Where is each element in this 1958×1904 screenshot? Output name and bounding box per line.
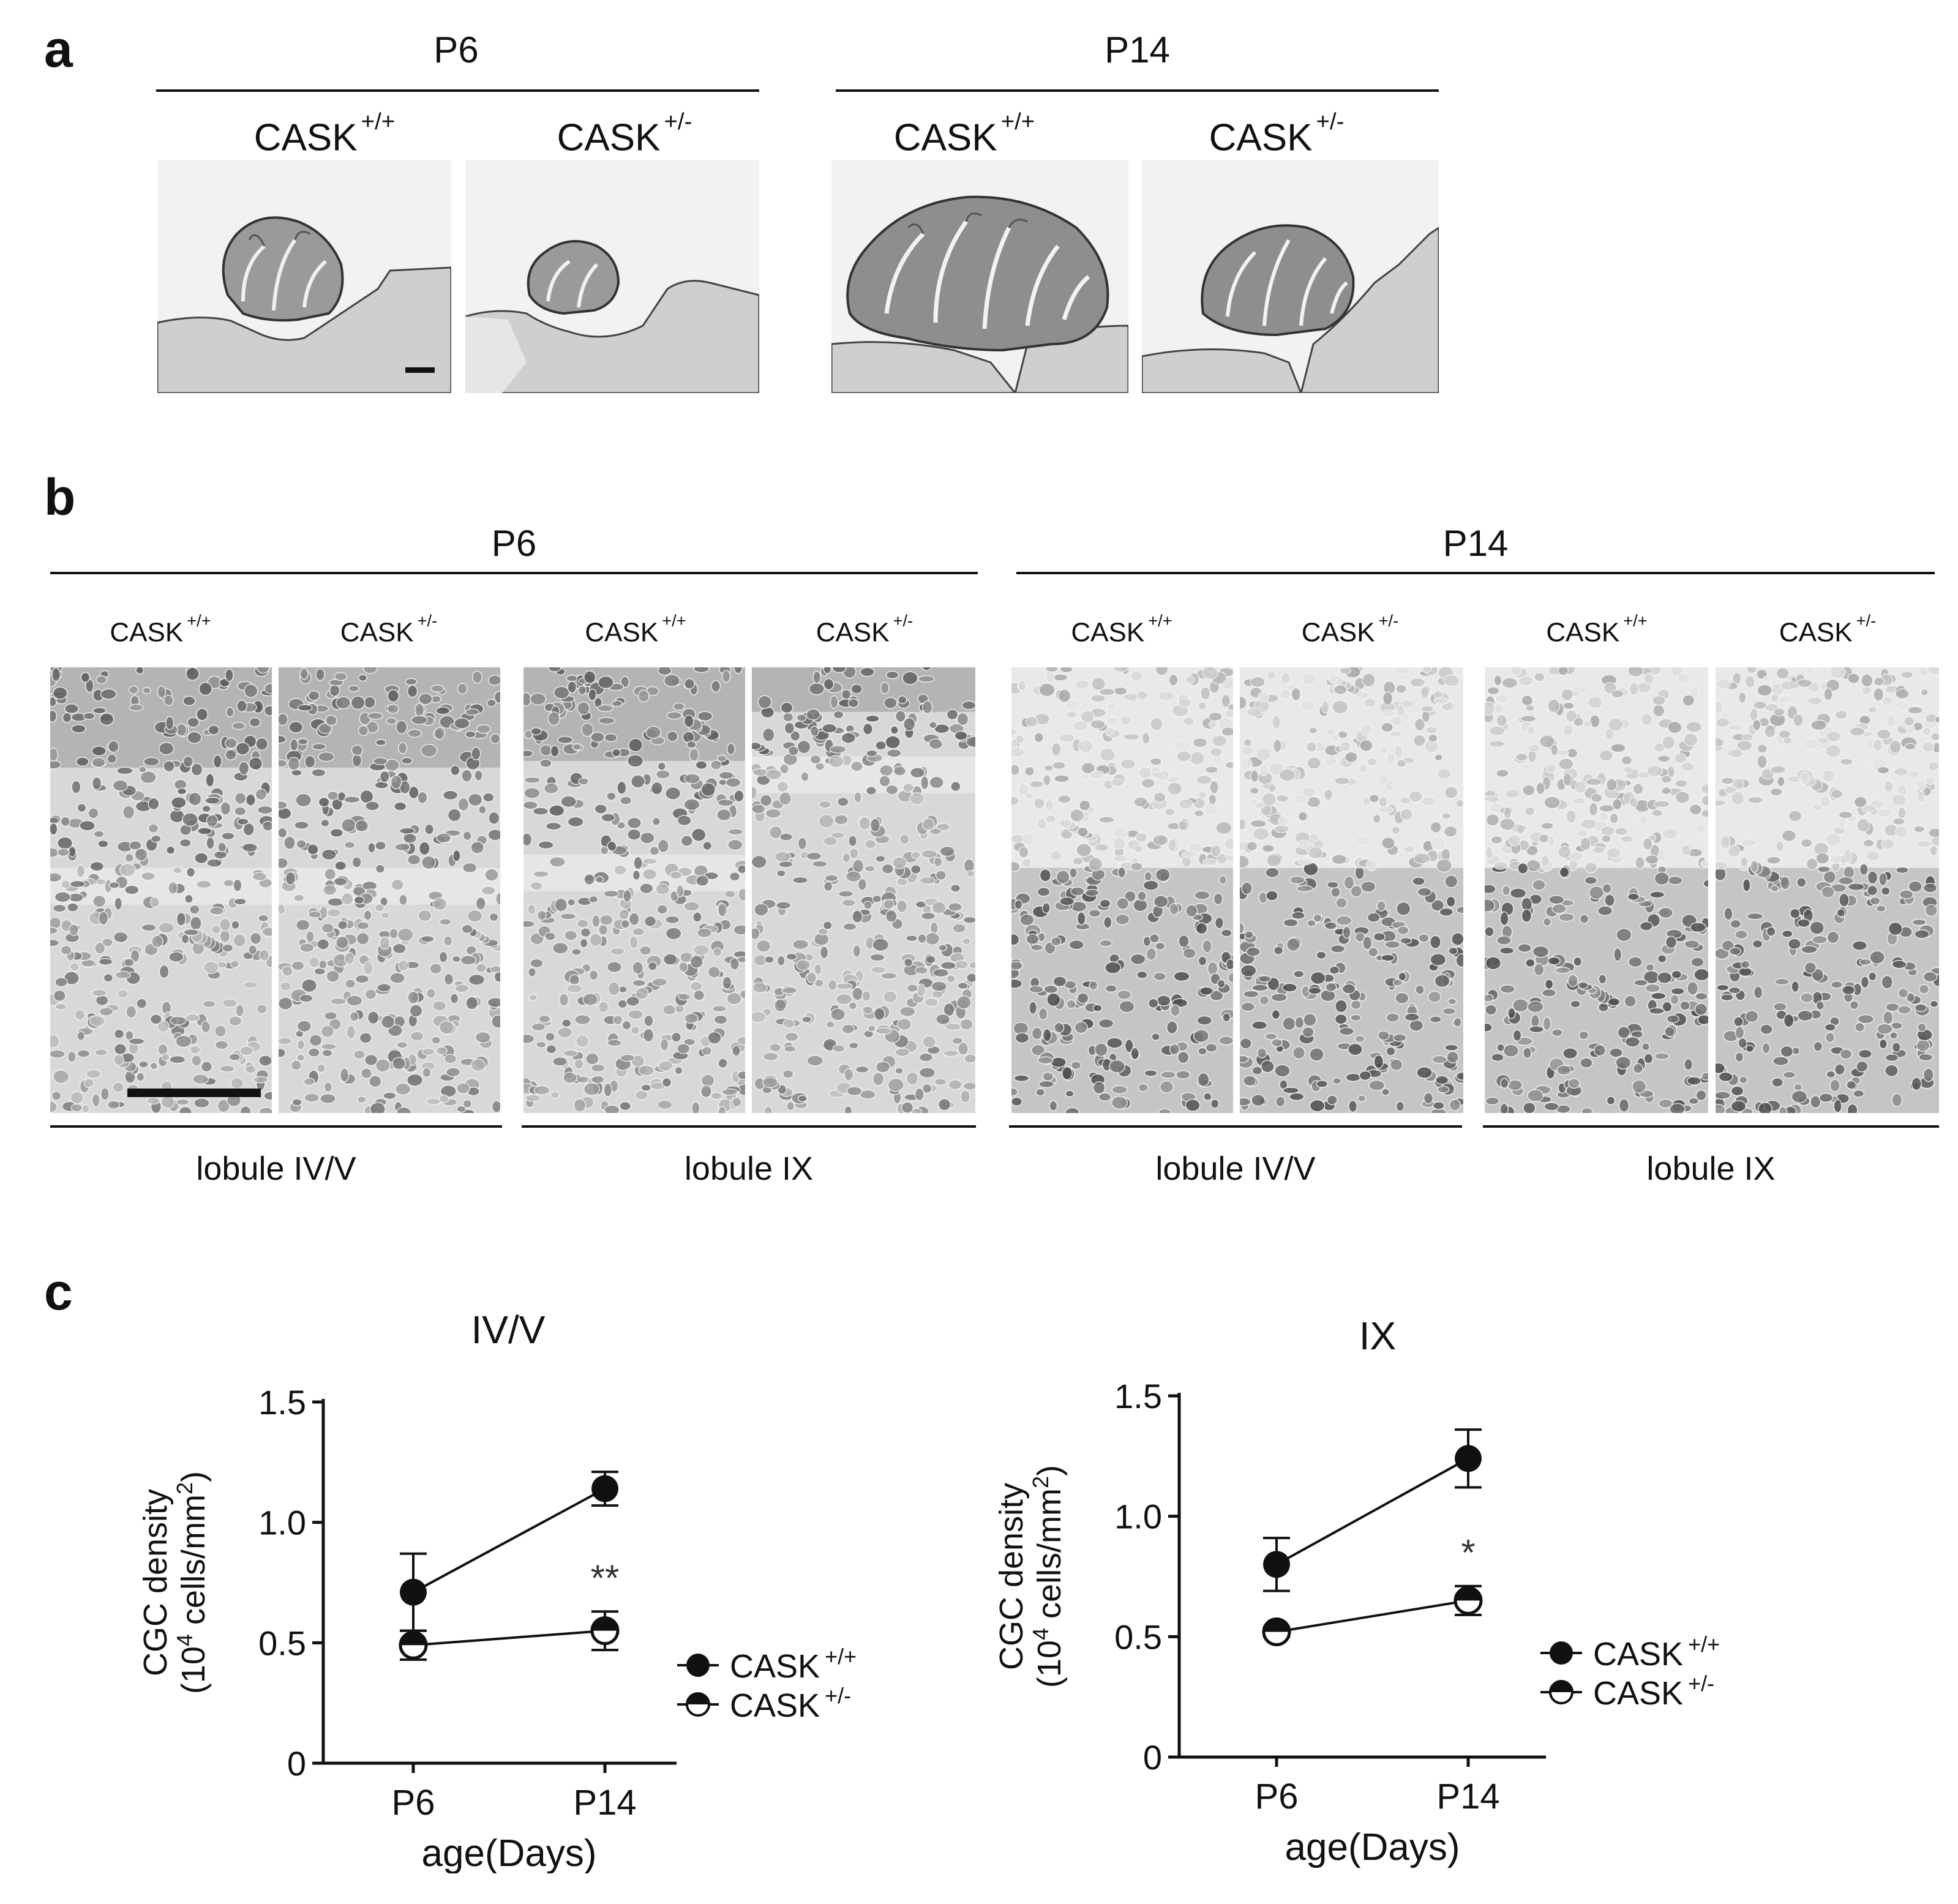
panel-a-p14-rule <box>836 89 1439 92</box>
scale-bar <box>127 1089 261 1097</box>
y-tick-label: 0 <box>1143 1738 1162 1777</box>
legend-entry: CASK +/- <box>1540 1671 1714 1712</box>
y-axis-label: CGC density <box>993 1483 1030 1670</box>
series-line <box>1276 1457 1469 1566</box>
histology-image <box>1240 667 1463 1113</box>
lobule-rule <box>50 1125 502 1128</box>
cerebellum-section-image <box>1142 160 1439 393</box>
chart-iv-v: 0 0.5 1.0 1.5 P6 P14 age(Days) CGC density (104 … <box>137 1383 857 1873</box>
lobule-label: lobule IX <box>684 1150 814 1187</box>
panel-a-label: a <box>44 20 73 78</box>
histology-image <box>1716 667 1939 1113</box>
data-point <box>1263 1551 1290 1578</box>
histology-image <box>523 667 745 1113</box>
histology-image <box>50 667 272 1113</box>
x-axis-label: age(Days) <box>422 1832 597 1873</box>
histology-image <box>279 667 500 1113</box>
panel-b-genotype-label: CASK +/- <box>340 611 438 648</box>
y-tick-label: 1.5 <box>1114 1377 1162 1415</box>
panel-a-p6-rule <box>156 89 759 92</box>
lobule-label: lobule IV/V <box>196 1150 356 1187</box>
data-point <box>400 1578 427 1606</box>
panel-b-genotype-label: CASK +/- <box>816 611 913 648</box>
panel-c-label: c <box>44 1263 73 1321</box>
panel-a-p14-header: P14 <box>1105 29 1170 70</box>
panel-a-genotype-label: CASK +/+ <box>893 108 1035 159</box>
cerebellum-section-image <box>157 160 451 393</box>
y-tick-label: 0.5 <box>258 1624 306 1662</box>
chart-ix: 0 0.5 1.0 1.5 P6 P14 age(Days) CGC density (104 … <box>993 1377 1720 1868</box>
y-tick-label: 1.0 <box>258 1504 306 1542</box>
y-tick-label: 1.0 <box>1114 1497 1162 1536</box>
panel-b-genotype-label: CASK +/+ <box>1546 611 1648 648</box>
significance-marker: ** <box>591 1557 620 1599</box>
y-tick-label: 0.5 <box>1114 1617 1162 1656</box>
y-axis-label: CGC density <box>137 1489 174 1676</box>
legend-entry: CASK +/- <box>677 1683 851 1724</box>
lobule-rule <box>1009 1125 1462 1128</box>
x-tick-label: P14 <box>1436 1777 1499 1816</box>
y-axis-unit: (104 cells/mm2) <box>172 1471 212 1694</box>
histology-image <box>1011 667 1233 1113</box>
histology-image <box>1485 667 1708 1113</box>
chart-title-iv-v: IV/V <box>471 1308 546 1352</box>
panel-b-genotype-label: CASK +/+ <box>585 611 686 648</box>
y-tick-label: 0 <box>287 1744 306 1783</box>
chart-title-ix: IX <box>1359 1314 1397 1358</box>
series-line <box>413 1629 606 1647</box>
significance-marker: * <box>1461 1532 1475 1573</box>
x-tick-label: P6 <box>392 1783 435 1823</box>
panel-a-p6-header: P6 <box>433 29 479 70</box>
x-tick-label: P6 <box>1255 1777 1299 1816</box>
legend-label: CASK +/+ <box>730 1644 857 1685</box>
panel-b-genotype-label: CASK +/+ <box>110 611 211 648</box>
data-point <box>1455 1445 1482 1472</box>
legend-label: CASK +/- <box>730 1683 851 1724</box>
x-tick-label: P14 <box>573 1783 636 1823</box>
lobule-label: lobule IX <box>1646 1150 1776 1187</box>
series-line <box>1276 1599 1469 1633</box>
legend-entry: CASK +/+ <box>1540 1632 1720 1673</box>
panel-b-genotype-label: CASK +/- <box>1301 611 1399 648</box>
histology-image <box>752 667 975 1113</box>
legend-label: CASK +/+ <box>1593 1632 1720 1673</box>
panel-b-p6-rule <box>50 572 978 574</box>
data-point <box>1262 1617 1291 1646</box>
data-point <box>399 1630 428 1660</box>
y-axis-unit: (104 cells/mm2) <box>1028 1465 1068 1688</box>
panel-b-p6-header: P6 <box>491 523 537 564</box>
lobule-label: lobule IV/V <box>1155 1150 1316 1187</box>
panel-b-genotype-label: CASK +/+ <box>1071 611 1172 648</box>
lobule-rule <box>1483 1125 1939 1128</box>
panel-a-genotype-label: CASK +/- <box>557 108 692 159</box>
data-point <box>591 1475 618 1502</box>
legend-label: CASK +/- <box>1593 1671 1714 1712</box>
cerebellum-section-image <box>465 160 759 393</box>
x-axis-label: age(Days) <box>1285 1826 1460 1868</box>
panel-b-p14-rule <box>1016 572 1935 574</box>
cerebellum-section-image <box>831 160 1128 393</box>
panel-b-genotype-label: CASK +/- <box>1779 611 1877 648</box>
series-line <box>413 1487 606 1594</box>
lobule-rule <box>522 1125 976 1128</box>
panel-b-p14-header: P14 <box>1442 523 1509 564</box>
panel-a-genotype-label: CASK +/+ <box>253 108 396 159</box>
data-point <box>1453 1586 1483 1615</box>
legend-entry: CASK +/+ <box>677 1644 857 1685</box>
panel-b-label: b <box>44 468 76 526</box>
panel-a-genotype-label: CASK +/- <box>1209 108 1345 159</box>
y-tick-label: 1.5 <box>258 1383 306 1422</box>
data-point <box>590 1616 620 1646</box>
